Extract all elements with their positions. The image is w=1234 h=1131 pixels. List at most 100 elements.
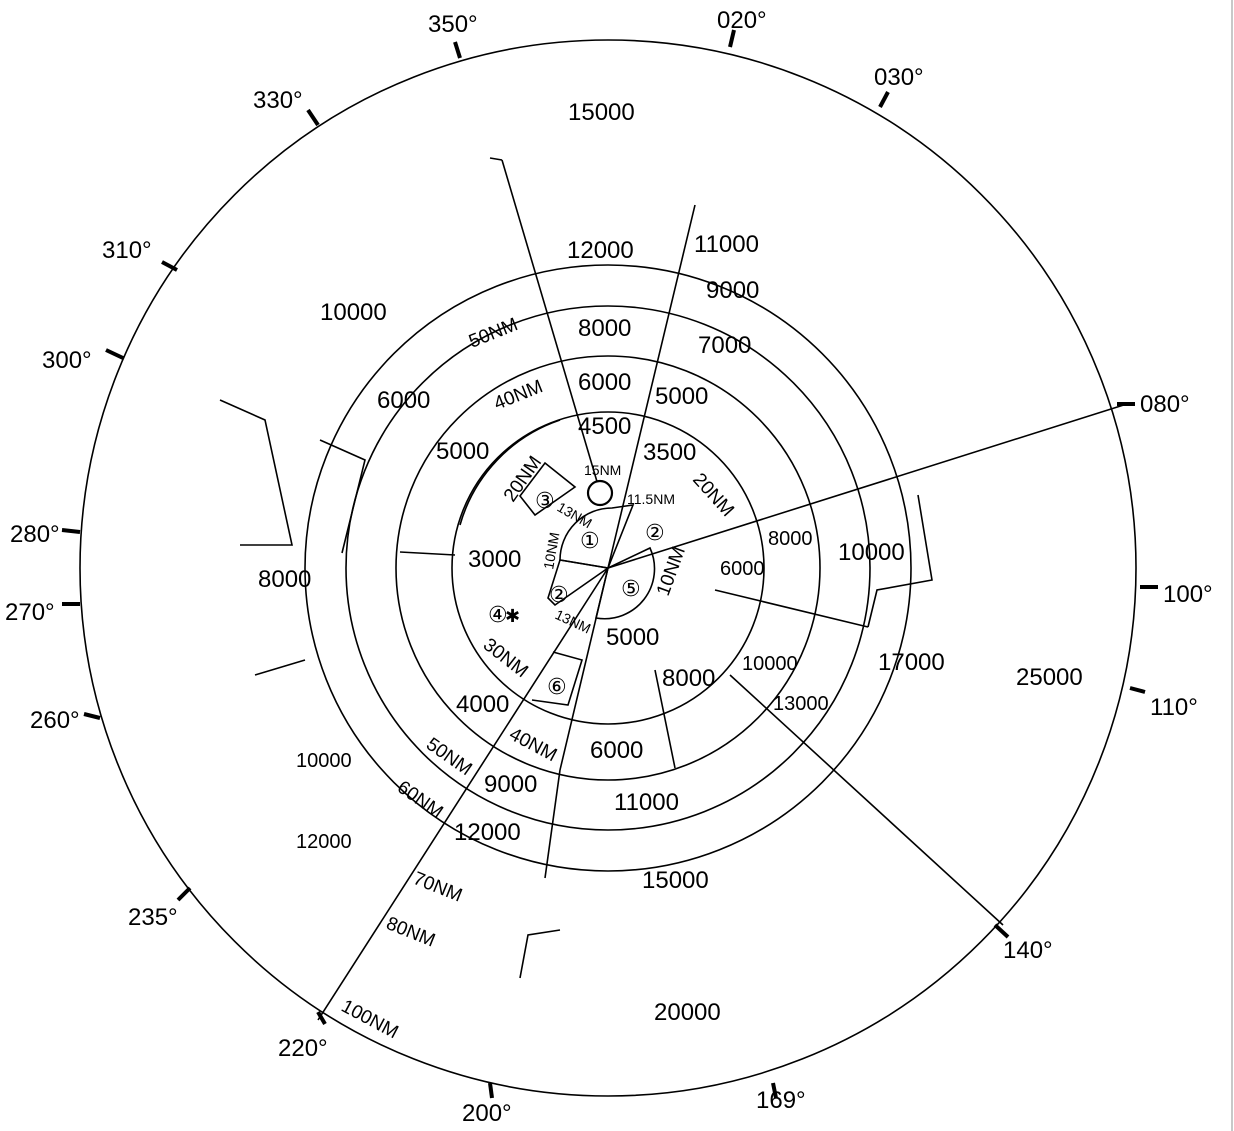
sector-number: ③	[535, 488, 555, 513]
bearing-200: 200°	[462, 1100, 512, 1127]
altitude-label: 10000	[742, 653, 798, 675]
altitude-label: 9000	[484, 771, 537, 798]
altitude-label: 5000	[655, 383, 708, 410]
altitude-label: 13000	[773, 693, 829, 715]
radial-140	[729, 674, 1004, 926]
altitude-label: 10000	[320, 299, 387, 326]
sector-1-boundary	[559, 504, 635, 569]
radial-169	[559, 567, 609, 771]
boundary-step-sw	[254, 659, 306, 676]
sector-3-boundary	[518, 461, 577, 517]
bearing-080: 080°	[1140, 391, 1190, 418]
distance-label: 30NM	[479, 634, 532, 682]
altitude-label: 17000	[878, 649, 945, 676]
altitude-label: 8000	[662, 665, 715, 692]
distance-label: 13NM	[555, 499, 595, 532]
sector-number: ④	[488, 602, 508, 627]
altitude-label: 3000	[468, 546, 521, 573]
airport-circle	[586, 479, 614, 507]
altitude-label: 11000	[694, 231, 759, 258]
bearing-280: 280°	[10, 521, 60, 548]
altitude-label: 8000	[578, 315, 631, 342]
bearing-350: 350°	[428, 11, 478, 38]
bearing-020: 020°	[717, 7, 767, 34]
altitude-label: 7000	[698, 332, 751, 359]
distance-label: 40NM	[491, 376, 546, 414]
altitude-label: 12000	[454, 819, 521, 846]
boundary-step-west-inner	[319, 439, 366, 554]
altitude-label: 15000	[642, 867, 709, 894]
bearing-169: 169°	[756, 1087, 806, 1114]
bearing-300: 300°	[42, 347, 92, 374]
bearing-330: 330°	[253, 87, 303, 114]
radial-w-inner	[399, 551, 456, 556]
ring-40nm	[395, 355, 821, 781]
distance-label: 11.5NM	[627, 491, 675, 507]
bearing-ticks	[61, 29, 1158, 1099]
ring-60nm	[304, 264, 912, 872]
ring-20nm	[451, 411, 765, 725]
outer-ring-100nm	[79, 39, 1137, 1097]
right-edge-border	[1231, 0, 1233, 1131]
bearing-220: 220°	[278, 1035, 328, 1062]
airport-symbol: ✱	[505, 606, 520, 626]
distance-label: 70NM	[410, 868, 465, 906]
bearing-260: 260°	[30, 707, 80, 734]
altitude-label: 6000	[377, 387, 430, 414]
distance-label: 80NM	[383, 913, 438, 951]
altitude-label: 6000	[720, 558, 765, 580]
radial-350	[501, 159, 599, 486]
altitude-label: 3500	[643, 439, 696, 466]
boundary-step-north	[489, 157, 503, 161]
distance-label: 15NM	[584, 462, 621, 478]
sector-number: ①	[580, 528, 600, 553]
boundary-step-west	[219, 399, 293, 546]
distance-label: 50NM	[466, 314, 521, 352]
altitude-label: 5000	[606, 624, 659, 651]
bearing-110: 110°	[1150, 694, 1198, 721]
altitude-label: 4500	[578, 413, 631, 440]
altitude-label: 15000	[568, 99, 635, 126]
ring-30nm	[459, 419, 561, 526]
altitude-label: 8000	[768, 528, 813, 550]
distance-label: 40NM	[506, 724, 561, 766]
distance-label: 50NM	[422, 734, 476, 780]
boundary-sector6	[531, 651, 584, 706]
altitude-label: 6000	[578, 369, 631, 396]
distance-label: 20NM	[688, 469, 738, 521]
bearing-235: 235°	[128, 904, 178, 931]
bearing-270: 270°	[5, 599, 55, 626]
boundary-step-south	[519, 929, 561, 979]
radial-220	[317, 567, 609, 1021]
sector-number: ⑥	[547, 674, 567, 699]
bearing-310: 310°	[102, 237, 152, 264]
sector-5-boundary	[595, 546, 656, 620]
sector-number: ⑤	[621, 576, 641, 601]
bearing-030: 030°	[874, 64, 924, 91]
sector-number: ②	[645, 520, 665, 545]
altitude-label: 6000	[590, 737, 643, 764]
altitude-label: 25000	[1016, 664, 1083, 691]
distance-label: 13NM	[553, 606, 594, 636]
radial-100-inner	[714, 589, 869, 628]
altitude-label: 8000	[258, 566, 311, 593]
ring-50nm	[345, 305, 871, 831]
radial-140-inner	[654, 669, 676, 769]
altitude-label: 12000	[296, 831, 352, 853]
distance-label: 100NM	[338, 996, 402, 1043]
bearing-140: 140°	[1003, 937, 1053, 964]
distance-label: 60NM	[393, 777, 447, 823]
boundary-step-s-inner	[544, 769, 561, 879]
altitude-label: 20000	[654, 999, 721, 1026]
boundary-step-east	[867, 494, 933, 628]
altitude-label: 12000	[567, 237, 634, 264]
bearing-100: 100°	[1163, 581, 1213, 608]
altitude-label: 10000	[296, 750, 352, 772]
altitude-label: 10000	[838, 539, 905, 566]
sector-number: ②	[549, 582, 569, 607]
radial-080	[607, 402, 1131, 569]
altitude-label: 4000	[456, 691, 509, 718]
radial-020	[607, 204, 696, 569]
